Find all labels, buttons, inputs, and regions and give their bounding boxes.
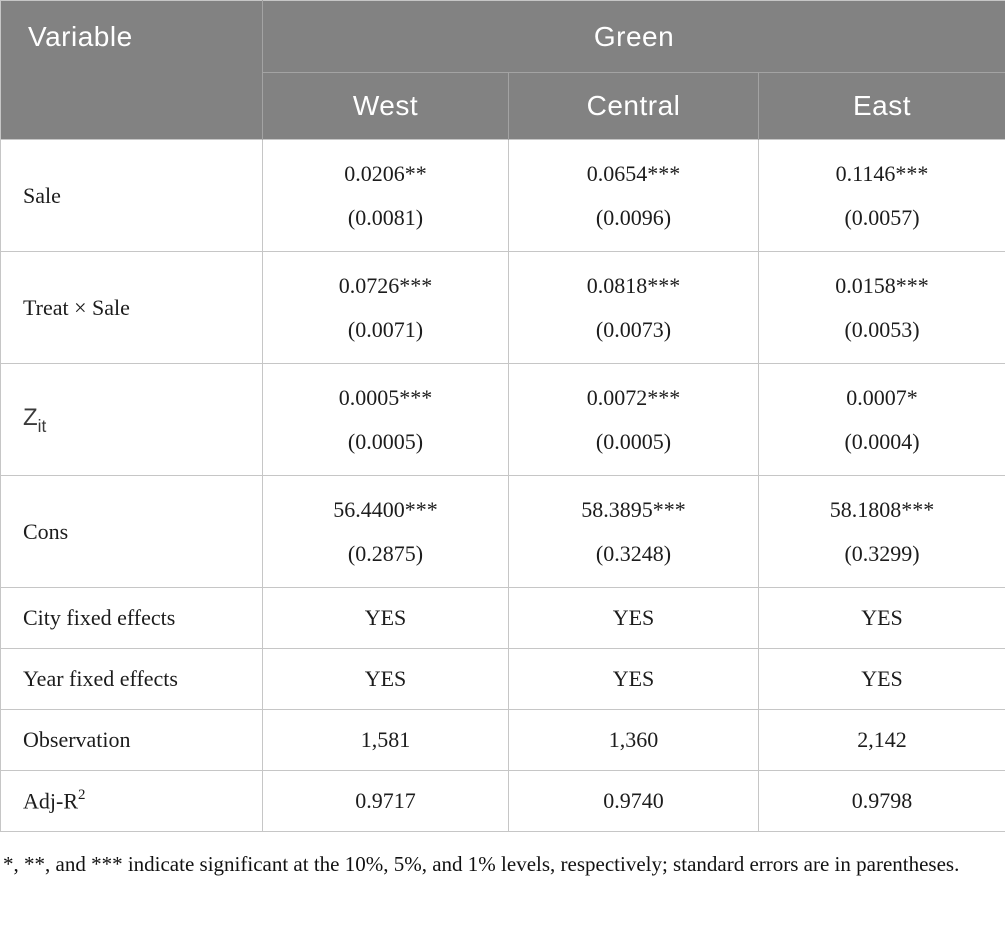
coefficient: 0.0726***: [338, 272, 433, 298]
adjr2-superscript: 2: [78, 786, 86, 803]
standard-error: (0.3299): [844, 541, 920, 566]
cell-sale-west: 0.0206** (0.0081): [262, 139, 509, 252]
table-row-zit: Zit 0.0005*** (0.0005) 0.0072*** (0.0005…: [0, 363, 1005, 476]
header-col-west: West: [262, 72, 509, 140]
table-row-treat-sale: Treat × Sale 0.0726*** (0.0071) 0.0818**…: [0, 251, 1005, 364]
row-label: Zit: [0, 363, 263, 476]
cell-treatsale-east: 0.0158*** (0.0053): [757, 251, 1005, 364]
table-row-sale: Sale 0.0206** (0.0081) 0.0654*** (0.0096…: [0, 139, 1005, 252]
standard-error: (0.0081): [347, 205, 424, 230]
coefficient: 0.1146***: [835, 160, 929, 186]
cell-zit-central: 0.0072*** (0.0005): [508, 363, 759, 476]
cell-obs-east: 2,142: [757, 709, 1005, 771]
row-label: Treat × Sale: [0, 251, 263, 364]
regression-results-table: Variable Green West Central East Sale 0.…: [0, 0, 1005, 832]
cell-treatsale-west: 0.0726*** (0.0071): [262, 251, 509, 364]
header-variable: Variable: [0, 0, 263, 140]
standard-error: (0.0005): [595, 429, 672, 454]
significance-footnote: *, **, and *** indicate significant at t…: [3, 852, 960, 876]
cell-adjr2-central: 0.9740: [508, 770, 759, 832]
cell-cityfe-central: YES: [508, 587, 759, 649]
table-row-city-fixed-effects: City fixed effects YES YES YES: [0, 587, 1005, 649]
standard-error: (0.2875): [347, 541, 424, 566]
header-group-green: Green: [262, 0, 1005, 73]
standard-error: (0.0057): [844, 205, 920, 230]
standard-error: (0.0005): [347, 429, 424, 454]
row-label: Cons: [0, 475, 263, 588]
zit-subscript: it: [37, 416, 47, 437]
header-col-central: Central: [508, 72, 759, 140]
cell-cityfe-east: YES: [757, 587, 1005, 649]
coefficient: 58.1808***: [829, 496, 935, 522]
row-label: Adj-R2: [0, 770, 263, 832]
row-label: Observation: [0, 709, 263, 771]
row-label: City fixed effects: [0, 587, 263, 649]
standard-error: (0.0004): [844, 429, 920, 454]
cell-yearfe-central: YES: [508, 648, 759, 710]
cell-cityfe-west: YES: [262, 587, 509, 649]
table-row-adj-r2: Adj-R2 0.9717 0.9740 0.9798: [0, 770, 1005, 832]
standard-error: (0.0096): [595, 205, 672, 230]
coefficient: 0.0654***: [586, 160, 681, 186]
standard-error: (0.0071): [347, 317, 424, 342]
cell-obs-central: 1,360: [508, 709, 759, 771]
cell-sale-central: 0.0654*** (0.0096): [508, 139, 759, 252]
cell-yearfe-east: YES: [757, 648, 1005, 710]
cell-adjr2-west: 0.9717: [262, 770, 509, 832]
cell-cons-central: 58.3895*** (0.3248): [508, 475, 759, 588]
table-row-year-fixed-effects: Year fixed effects YES YES YES: [0, 648, 1005, 710]
table-row-observation: Observation 1,581 1,360 2,142: [0, 709, 1005, 771]
coefficient: 0.0072***: [586, 384, 681, 410]
standard-error: (0.0053): [844, 317, 920, 342]
cell-treatsale-central: 0.0818*** (0.0073): [508, 251, 759, 364]
row-label: Year fixed effects: [0, 648, 263, 710]
zit-base: Z: [23, 403, 38, 431]
cell-sale-east: 0.1146*** (0.0057): [757, 139, 1005, 252]
cell-adjr2-east: 0.9798: [757, 770, 1005, 832]
row-label: Sale: [0, 139, 263, 252]
coefficient: 0.0007*: [846, 384, 918, 410]
cell-cons-west: 56.4400*** (0.2875): [262, 475, 509, 588]
adjr2-base: Adj-R: [23, 788, 78, 814]
table-header: Variable Green West Central East: [0, 0, 1005, 140]
coefficient: 58.3895***: [581, 496, 686, 522]
standard-error: (0.0073): [595, 317, 672, 342]
coefficient: 0.0206**: [344, 160, 427, 186]
coefficient: 0.0158***: [835, 272, 929, 298]
cell-zit-east: 0.0007* (0.0004): [757, 363, 1005, 476]
standard-error: (0.3248): [595, 541, 672, 566]
coefficient: 56.4400***: [333, 496, 438, 522]
cell-yearfe-west: YES: [262, 648, 509, 710]
cell-obs-west: 1,581: [262, 709, 509, 771]
cell-cons-east: 58.1808*** (0.3299): [757, 475, 1005, 588]
cell-zit-west: 0.0005*** (0.0005): [262, 363, 509, 476]
header-col-east: East: [757, 72, 1005, 140]
table-row-cons: Cons 56.4400*** (0.2875) 58.3895*** (0.3…: [0, 475, 1005, 588]
coefficient: 0.0005***: [338, 384, 433, 410]
coefficient: 0.0818***: [586, 272, 681, 298]
